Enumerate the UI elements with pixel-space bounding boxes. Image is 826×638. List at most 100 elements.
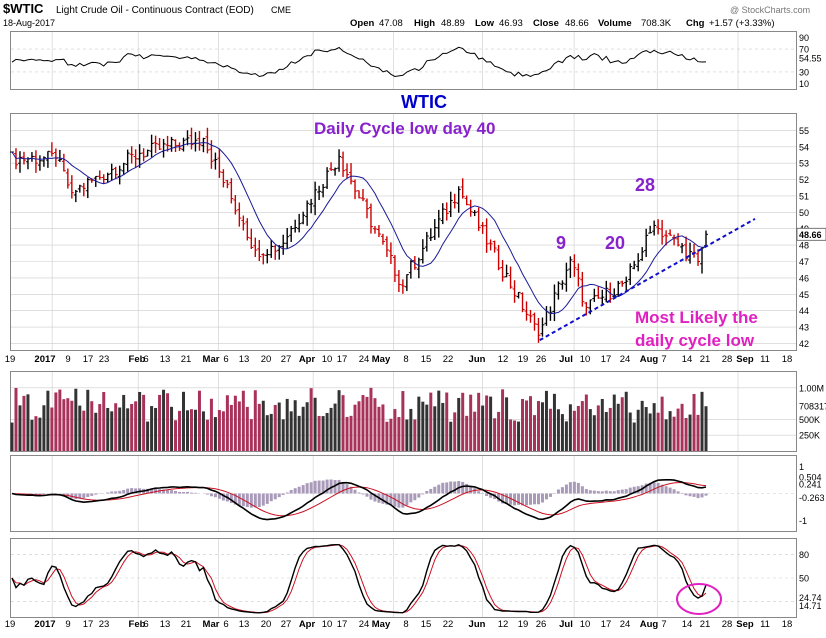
macd-histogram-bar <box>329 479 333 494</box>
macd-histogram-bar <box>656 482 660 494</box>
macd-histogram-bar <box>704 493 708 496</box>
volume-bar <box>309 388 313 451</box>
volume-bar <box>341 395 345 451</box>
volume-bar <box>257 403 261 451</box>
volume-bar <box>237 401 241 451</box>
y-tick-label: 47 <box>799 257 809 267</box>
volume-bar <box>182 391 186 451</box>
price-panel-frame <box>10 113 797 351</box>
x-tick-label: 13 <box>160 619 171 630</box>
volume-bar <box>552 393 556 451</box>
x-tick-label: Sep <box>736 619 754 630</box>
macd-histogram-bar <box>389 493 393 506</box>
chg-label: Chg <box>686 18 705 29</box>
volume-bar <box>560 414 564 451</box>
x-tick-label: 17 <box>83 619 94 630</box>
macd-histogram-bar <box>82 493 86 499</box>
macd-histogram-bar <box>529 493 533 505</box>
macd-histogram-bar <box>321 480 325 494</box>
volume-bar <box>397 417 401 451</box>
y-tick-label: 54.55 <box>799 53 822 63</box>
volume-bar <box>357 401 361 451</box>
macd-histogram-bar <box>233 493 237 505</box>
macd-histogram-bar <box>445 482 449 494</box>
macd-histogram-bar <box>453 481 457 494</box>
volume-bar <box>405 419 409 451</box>
macd-histogram-bar <box>393 493 397 507</box>
macd-histogram-bar <box>341 481 345 494</box>
volume-series <box>10 387 708 451</box>
volume-bar <box>253 390 257 451</box>
volume-label: Volume <box>598 18 632 29</box>
y-tick-label: 50 <box>799 574 809 584</box>
volume-bar <box>277 402 281 451</box>
macd-histogram-bar <box>513 493 517 506</box>
stochastic-d-line <box>11 544 707 614</box>
macd-histogram-bar <box>62 493 66 495</box>
x-tick-label: 19 <box>518 354 529 365</box>
volume-bar <box>616 403 620 451</box>
volume-bar <box>225 395 229 451</box>
volume-bar <box>604 411 608 451</box>
price-tag-box <box>796 227 826 241</box>
volume-bar <box>660 396 664 451</box>
macd-histogram-bar <box>217 493 221 499</box>
x-tick-label: 23 <box>99 354 110 365</box>
rsi-line <box>11 46 707 78</box>
volume-bar <box>217 410 221 451</box>
macd-histogram-bar <box>672 489 676 494</box>
macd-histogram-bar <box>572 481 576 494</box>
volume-bar <box>22 395 26 451</box>
macd-histogram-bar <box>652 482 656 494</box>
y-tick-label: 55 <box>799 126 809 136</box>
x-tick-label: 10 <box>580 354 591 365</box>
macd-histogram-bar <box>636 486 640 494</box>
volume-bar <box>696 414 700 451</box>
volume-bar <box>229 404 233 451</box>
annotation-most-likely-1: Most Likely the <box>635 308 758 327</box>
volume-bar <box>134 401 138 451</box>
y-tick-label: 250K <box>799 431 820 441</box>
volume-bar <box>66 398 70 451</box>
macd-histogram-bar <box>106 492 110 494</box>
chg-value: +1.57 (+3.33%) <box>709 18 775 29</box>
volume-bar <box>154 407 158 451</box>
volume-bar <box>353 404 357 451</box>
macd-histogram-bar <box>293 488 297 494</box>
annotation-day-9: 9 <box>556 233 566 253</box>
volume-bar <box>201 411 205 451</box>
macd-histogram-bar <box>548 493 552 497</box>
macd-histogram-bar <box>648 482 652 494</box>
low-value: 46.93 <box>499 18 523 29</box>
macd-histogram-bar <box>353 489 357 494</box>
macd-histogram-bar <box>385 493 389 505</box>
macd-histogram-bar <box>517 493 521 505</box>
watermark: @ StockCharts.com <box>730 5 810 15</box>
x-tick-label: 24 <box>620 619 631 630</box>
x-tick-label: 21 <box>181 619 192 630</box>
x-tick-label: Jun <box>469 619 486 630</box>
stochastic-k-line <box>11 544 707 614</box>
volume-bar <box>652 403 656 451</box>
volume-bar <box>373 398 377 451</box>
rsi-series <box>11 46 707 78</box>
volume-bar <box>38 417 42 451</box>
x-tick-label: 21 <box>181 354 192 365</box>
volume-bar <box>676 408 680 451</box>
macd-histogram-bar <box>193 492 197 494</box>
macd-histogram-bar <box>700 493 704 498</box>
volume-bar <box>130 403 134 451</box>
macd-histogram-bar <box>584 489 588 494</box>
x-tick-label: 19 <box>518 619 529 630</box>
volume-bar <box>70 400 74 451</box>
macd-histogram-bar <box>684 493 688 496</box>
macd-histogram-bar <box>174 490 178 494</box>
macd-histogram-bar <box>74 493 78 500</box>
volume-bar <box>90 401 94 451</box>
volume-bar <box>688 414 692 451</box>
volume-bar <box>249 419 253 451</box>
macd-histogram-bar <box>257 493 261 507</box>
x-tick-label: 13 <box>239 619 250 630</box>
macd-histogram-bar <box>134 488 138 494</box>
